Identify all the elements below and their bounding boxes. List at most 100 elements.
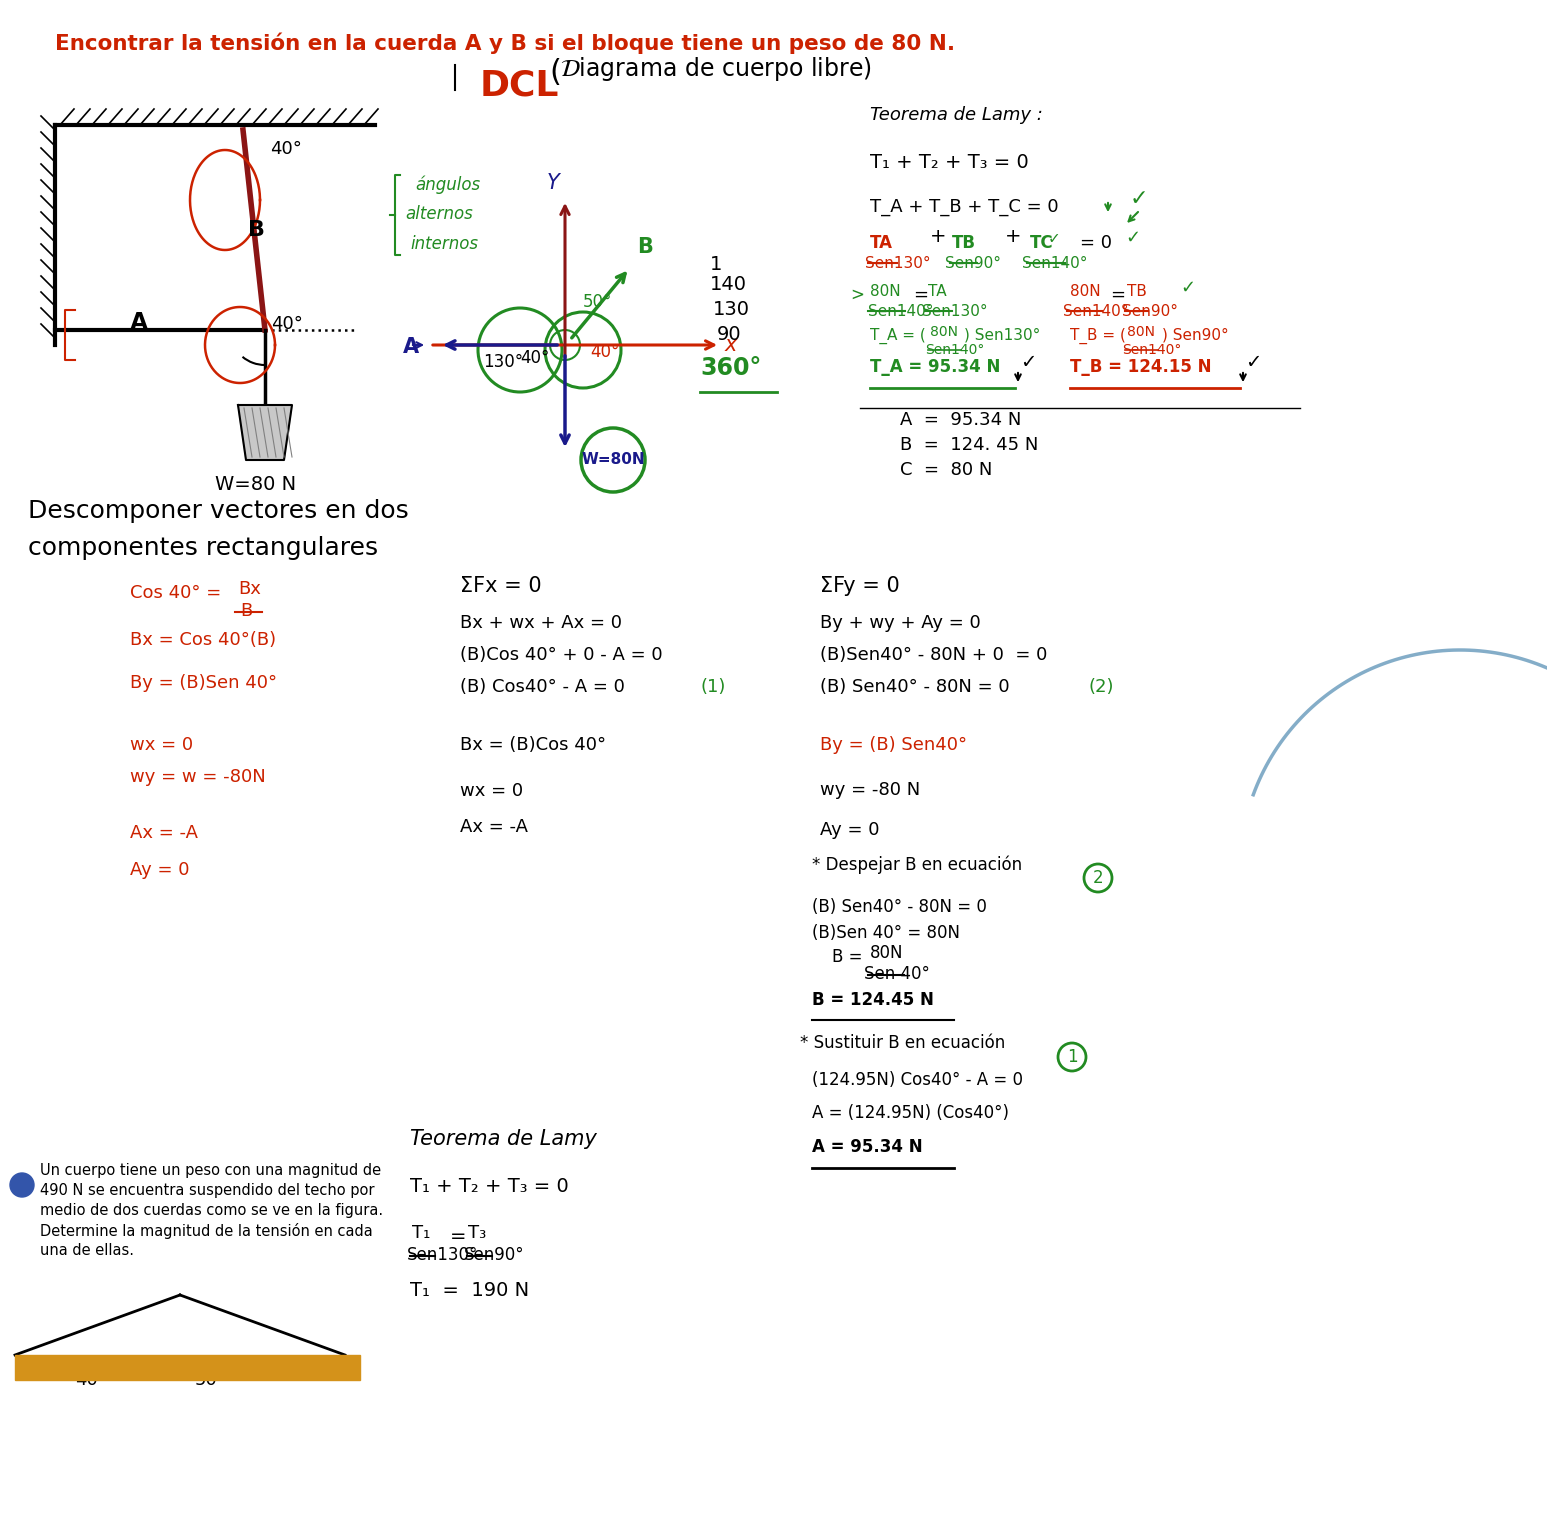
Text: Sen 40°: Sen 40° — [865, 965, 930, 983]
Text: T₃: T₃ — [469, 1224, 486, 1243]
Text: Ay = 0: Ay = 0 — [820, 822, 880, 839]
Text: 80N: 80N — [869, 284, 900, 300]
Text: componentes rectangulares: componentes rectangulares — [28, 536, 377, 561]
Text: 80N: 80N — [1071, 284, 1100, 300]
Text: By = (B) Sen40°: By = (B) Sen40° — [820, 736, 967, 754]
Text: ✓: ✓ — [1245, 353, 1261, 372]
Text: B: B — [637, 238, 653, 258]
Text: B: B — [240, 602, 252, 621]
Text: Cos 40° =: Cos 40° = — [130, 584, 221, 602]
Text: 130: 130 — [713, 300, 750, 319]
Text: 80N: 80N — [869, 945, 903, 962]
Text: W=80 N: W=80 N — [215, 475, 295, 495]
Text: 80N: 80N — [930, 326, 958, 339]
Text: Sen90°: Sen90° — [945, 257, 1001, 270]
Text: wy = w = -80N: wy = w = -80N — [130, 768, 266, 786]
Text: medio de dos cuerdas como se ve en la figura.: medio de dos cuerdas como se ve en la fi… — [40, 1203, 384, 1218]
Text: 40°: 40° — [271, 315, 303, 333]
Text: (B)Sen40° - 80N + 0  = 0: (B)Sen40° - 80N + 0 = 0 — [820, 647, 1047, 664]
Text: 1: 1 — [1067, 1048, 1077, 1066]
Text: Sen140°: Sen140° — [868, 304, 933, 319]
Text: T₁  =  190 N: T₁ = 190 N — [410, 1281, 529, 1299]
Text: TA: TA — [869, 233, 893, 252]
Text: T_A = (: T_A = ( — [869, 329, 925, 344]
Text: Sen130°: Sen130° — [865, 257, 931, 270]
Text: ✓: ✓ — [1047, 230, 1061, 246]
Text: Sen130°: Sen130° — [922, 304, 987, 319]
Text: 1: 1 — [710, 255, 722, 273]
Text: 140: 140 — [710, 275, 747, 293]
Text: ✓: ✓ — [1180, 280, 1196, 296]
Text: T_B = (: T_B = ( — [1071, 329, 1126, 344]
Text: ΣFx = 0: ΣFx = 0 — [459, 576, 541, 596]
Text: =: = — [913, 286, 928, 304]
Text: A: A — [130, 310, 149, 335]
Text: Ax = -A: Ax = -A — [130, 823, 198, 842]
Text: Descomponer vectores en dos: Descomponer vectores en dos — [28, 499, 408, 522]
Text: wy = -80 N: wy = -80 N — [820, 780, 920, 799]
Text: 40°: 40° — [520, 349, 549, 367]
Text: B  =  124. 45 N: B = 124. 45 N — [900, 436, 1038, 455]
Text: Sen140°: Sen140° — [1122, 343, 1182, 356]
Circle shape — [9, 1174, 34, 1197]
Text: ángulos: ángulos — [415, 175, 480, 194]
Text: ) Sen90°: ) Sen90° — [1162, 329, 1228, 343]
Text: (1): (1) — [699, 677, 726, 696]
Text: 50°: 50° — [195, 1372, 227, 1389]
Text: x: x — [726, 335, 738, 355]
Text: wx = 0: wx = 0 — [459, 782, 523, 800]
Text: 360°: 360° — [699, 356, 761, 379]
Text: TB: TB — [1128, 284, 1146, 300]
Text: W=80N: W=80N — [582, 453, 645, 467]
Text: Sen140°: Sen140° — [1063, 304, 1128, 319]
Text: Determine la magnitud de la tensión en cada: Determine la magnitud de la tensión en c… — [40, 1223, 373, 1240]
Text: Bx + wx + Ax = 0: Bx + wx + Ax = 0 — [459, 614, 622, 631]
Text: (B) Cos40° - A = 0: (B) Cos40° - A = 0 — [459, 677, 625, 696]
Text: 80N: 80N — [1128, 326, 1156, 339]
Text: TC: TC — [1030, 233, 1054, 252]
Text: T_B = 124.15 N: T_B = 124.15 N — [1071, 358, 1211, 376]
Text: 40°: 40° — [74, 1372, 107, 1389]
Text: 490 N se encuentra suspendido del techo por: 490 N se encuentra suspendido del techo … — [40, 1183, 374, 1198]
Text: $\mathcal{D}$iagrama de cuerpo libre): $\mathcal{D}$iagrama de cuerpo libre) — [560, 55, 873, 83]
Text: ΣFy = 0: ΣFy = 0 — [820, 576, 900, 596]
Text: A: A — [404, 336, 419, 356]
Text: B =: B = — [832, 948, 863, 966]
Text: 90: 90 — [716, 326, 741, 344]
Text: = 0: = 0 — [1080, 233, 1112, 252]
Text: wx = 0: wx = 0 — [130, 736, 193, 754]
Text: A = 95.34 N: A = 95.34 N — [812, 1138, 922, 1157]
Text: internos: internos — [410, 235, 478, 253]
Text: =: = — [1111, 286, 1125, 304]
Text: ✓: ✓ — [1129, 189, 1148, 209]
Text: * Sustituir B en ecuación: * Sustituir B en ecuación — [800, 1034, 1006, 1052]
Text: (: ( — [549, 58, 562, 88]
Text: 40°: 40° — [271, 140, 302, 158]
Text: T₁ + T₂ + T₃ = 0: T₁ + T₂ + T₃ = 0 — [410, 1177, 569, 1197]
Text: * Despejar B en ecuación: * Despejar B en ecuación — [812, 856, 1023, 874]
Text: (124.95N) Cos40° - A = 0: (124.95N) Cos40° - A = 0 — [812, 1071, 1023, 1089]
Text: B = 124.45 N: B = 124.45 N — [812, 991, 934, 1009]
Text: T₁: T₁ — [412, 1224, 430, 1243]
Text: T₁ + T₂ + T₃ = 0: T₁ + T₂ + T₃ = 0 — [869, 154, 1029, 172]
Text: B: B — [248, 220, 265, 240]
Text: Sen130°: Sen130° — [407, 1246, 478, 1264]
Text: A  =  95.34 N: A = 95.34 N — [900, 412, 1021, 429]
Text: Un cuerpo tiene un peso con una magnitud de: Un cuerpo tiene un peso con una magnitud… — [40, 1163, 381, 1178]
Text: alternos: alternos — [405, 204, 473, 223]
Text: ✓: ✓ — [1019, 353, 1036, 372]
Text: (B) Sen40° - 80N = 0: (B) Sen40° - 80N = 0 — [820, 677, 1010, 696]
Text: Sen140°: Sen140° — [1023, 257, 1088, 270]
Text: Ay = 0: Ay = 0 — [130, 862, 189, 879]
Text: Y: Y — [548, 174, 560, 194]
Text: 40°: 40° — [589, 343, 619, 361]
Text: Sen90°: Sen90° — [1122, 304, 1177, 319]
Text: Encontrar la tensión en la cuerda A y B si el bloque tiene un peso de 80 N.: Encontrar la tensión en la cuerda A y B … — [56, 32, 954, 54]
Text: (B)Cos 40° + 0 - A = 0: (B)Cos 40° + 0 - A = 0 — [459, 647, 662, 664]
Text: 2: 2 — [1092, 869, 1103, 886]
Text: Teorema de Lamy :: Teorema de Lamy : — [869, 106, 1043, 124]
Text: By = (B)Sen 40°: By = (B)Sen 40° — [130, 674, 277, 693]
Text: (B) Sen40° - 80N = 0: (B) Sen40° - 80N = 0 — [812, 899, 987, 915]
Text: ✓: ✓ — [1125, 229, 1140, 247]
Text: By + wy + Ay = 0: By + wy + Ay = 0 — [820, 614, 981, 631]
